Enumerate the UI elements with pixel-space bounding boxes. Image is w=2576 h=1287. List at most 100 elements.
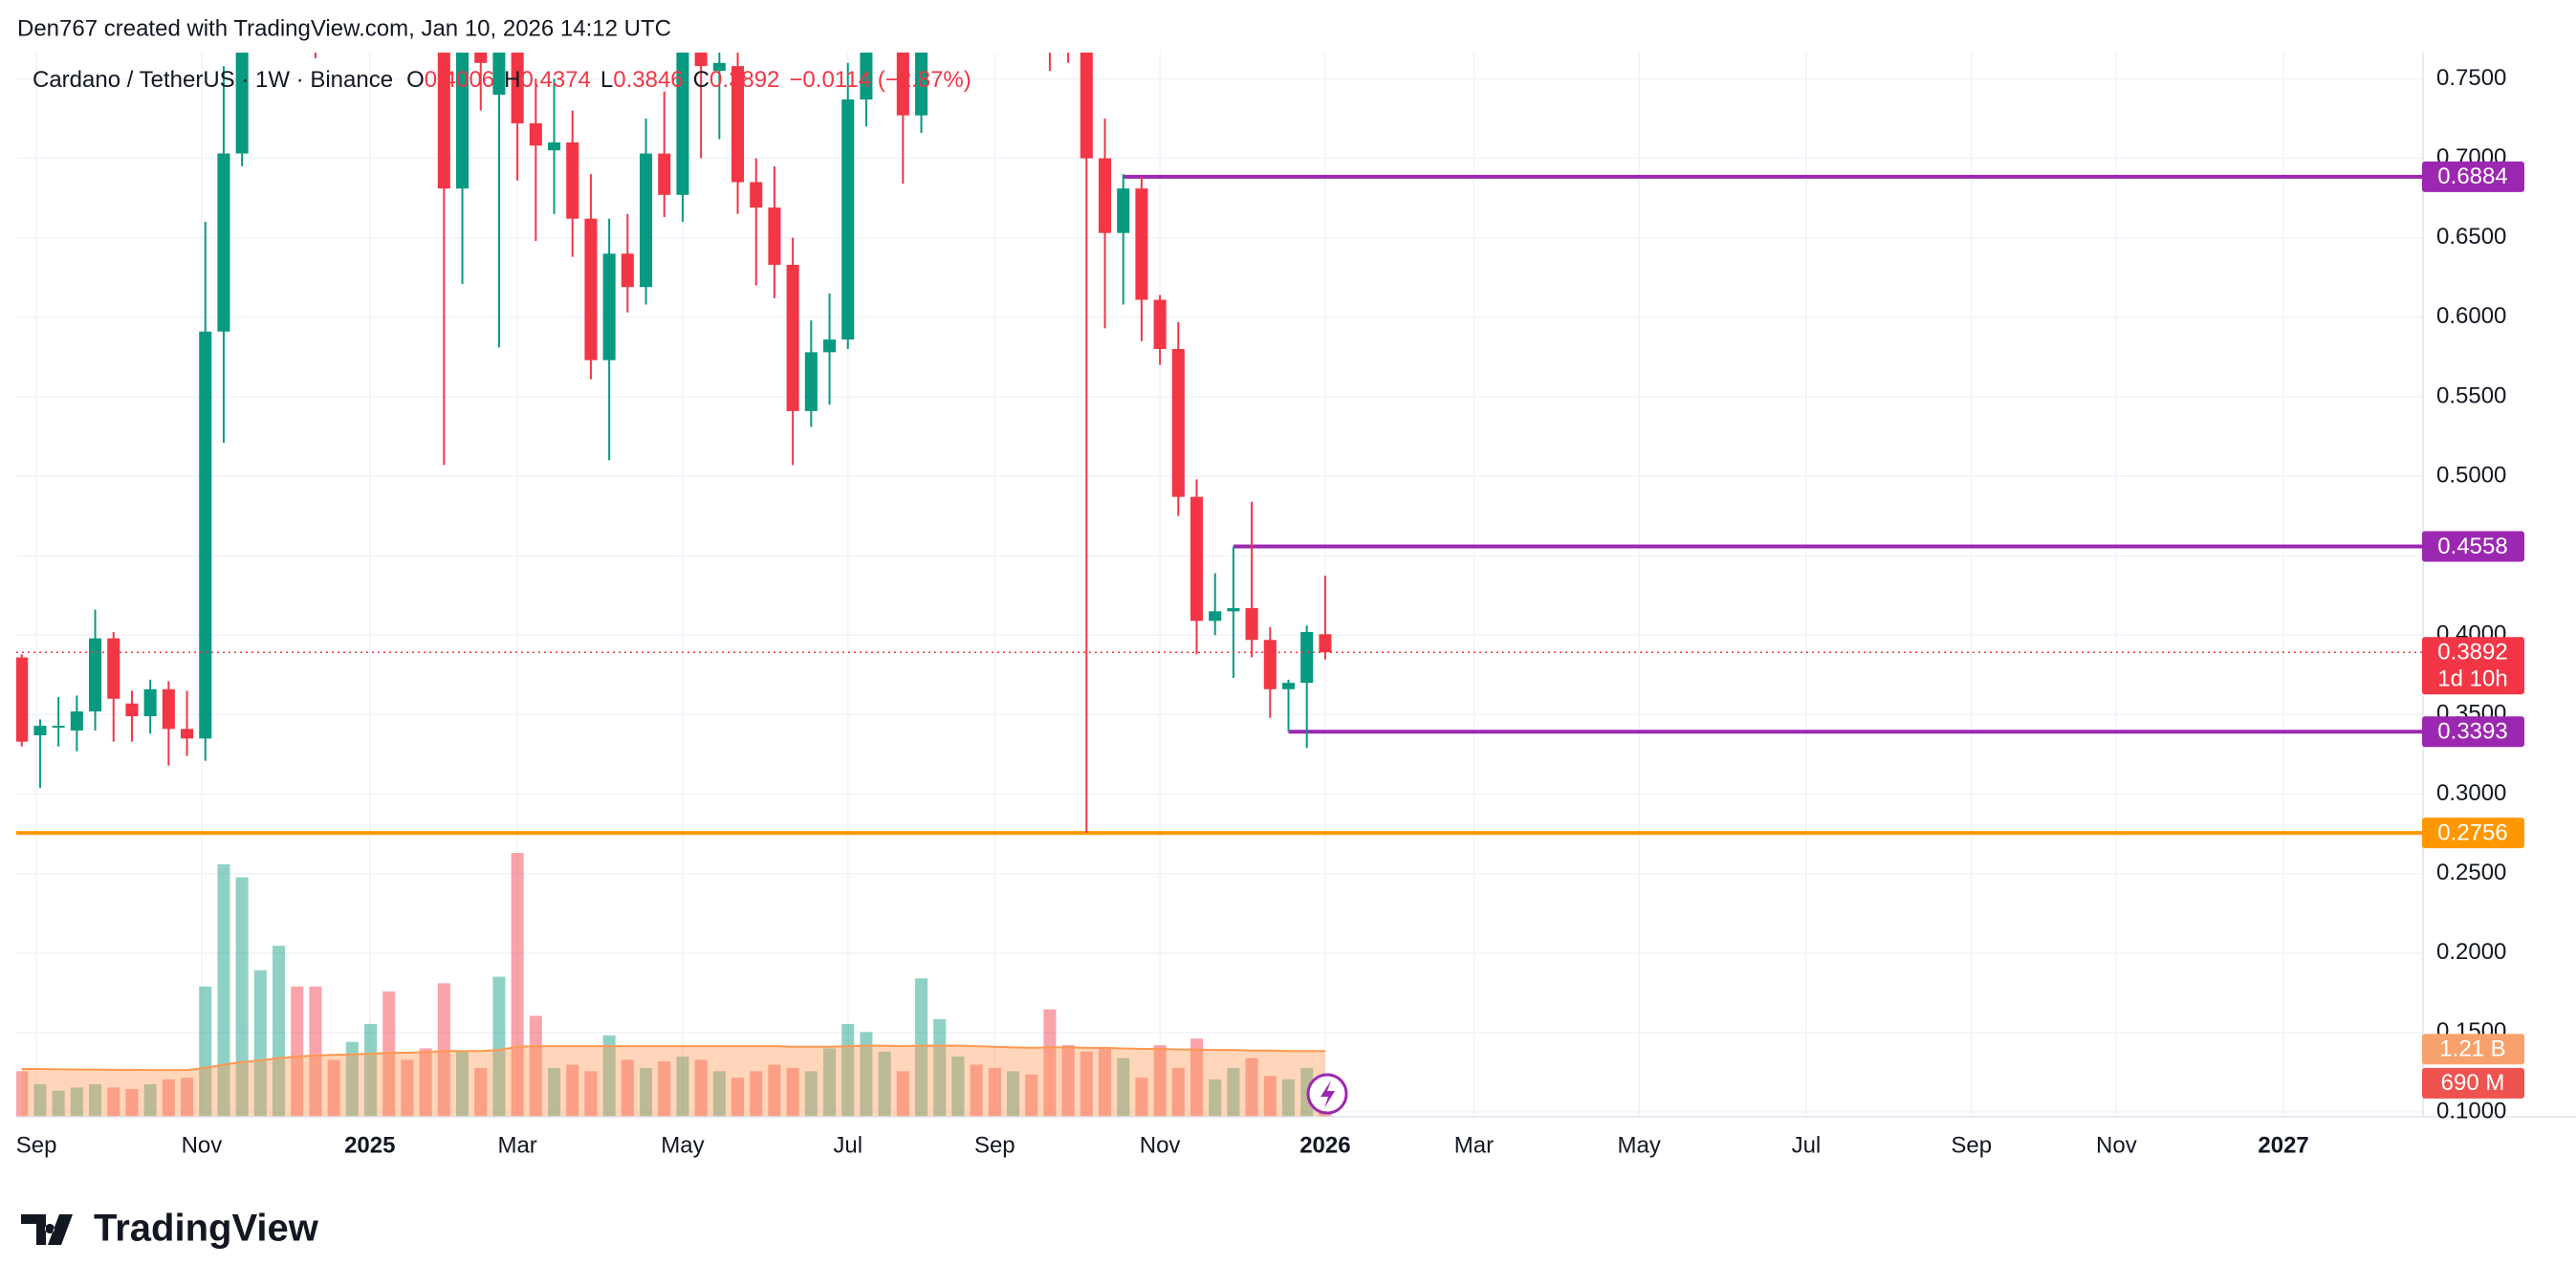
x-tick-label: 2026 [1299,1132,1350,1158]
candle-body [107,638,120,699]
candle-body [896,53,909,116]
volume-bar [1153,1045,1167,1117]
candle-body [199,331,212,739]
volume-bar [914,978,928,1117]
volume-bar [1061,1045,1075,1117]
volume-tag-bg [2422,1067,2524,1099]
candle-body [1117,188,1130,233]
ohlc-value: 0.3846 [613,67,683,93]
x-tick-label: Nov [182,1132,223,1158]
candle-body [804,352,818,411]
volume-bar [951,1056,965,1117]
volume-bar [602,1035,616,1117]
volume-ma-tag: 1.21 B [2439,1036,2505,1062]
volume-bar [970,1064,983,1117]
x-tick-label: Sep [974,1132,1015,1158]
volume-bar [1006,1071,1020,1117]
volume-bar [822,1048,837,1117]
ohlc-value: 0.4374 [520,67,590,93]
x-tick-label: 2025 [344,1132,395,1158]
logo-text: TradingView [94,1208,319,1250]
candle-body [33,726,47,736]
candle-body [162,688,175,730]
volume-bar [1043,1009,1057,1117]
volume-bar [1098,1048,1112,1117]
volume-bar [437,983,450,1117]
candle-body [1209,611,1222,622]
candle-body [52,726,65,729]
candle-body [566,142,579,219]
volume-bar [401,1059,414,1117]
y-tick-label: 0.6000 [2436,303,2506,329]
volume-bar [253,970,267,1117]
volume-bar [731,1078,745,1117]
volume-bar [345,1041,359,1117]
candle-body [492,53,506,96]
y-tick-label: 0.5500 [2436,382,2506,408]
volume-bar [548,1067,561,1117]
ohlc-name: L [600,67,613,93]
candle-body [16,657,29,742]
candle-body [1135,188,1148,300]
lightning-icon [1306,1073,1348,1115]
x-tick-label: Sep [1951,1132,1992,1158]
candle-body [125,703,139,717]
volume-bar [107,1087,120,1117]
candle-body [602,253,616,360]
axes: 0.10000.15000.20000.25000.30000.35000.40… [16,53,2576,1158]
candle-body [658,153,671,195]
volume-tag: 690 M [2441,1070,2505,1096]
volume-ma-area [21,1045,1325,1117]
candle-body [1190,496,1204,622]
volume-bar [235,877,249,1117]
volume-bar [529,1015,542,1117]
x-tick-label: Mar [497,1132,536,1158]
x-tick-label: May [661,1132,704,1158]
price-pane [16,0,2423,836]
candle-body [621,253,634,288]
volume-bar [181,1078,194,1117]
candle-body [914,53,928,116]
candle-body [437,53,450,189]
candle-body [70,711,83,731]
volume-bar [878,1051,891,1117]
candle-body [511,53,524,123]
volume-bar [33,1083,47,1117]
x-tick-label: Jul [833,1132,862,1158]
volume-bar [1245,1058,1258,1117]
volume-bar [786,1067,799,1117]
logo-mark [21,1214,73,1245]
volume-bar [584,1071,598,1117]
candle-body [548,142,561,151]
x-tick-label: Mar [1454,1132,1494,1158]
candle-body [1062,0,1075,15]
volume-bar [768,1064,781,1117]
volume-bar [1263,1076,1277,1117]
level-tag: 0.6884 [2437,164,2507,189]
volume-bar [988,1067,1001,1117]
level-tag: 0.4558 [2437,534,2507,559]
x-tick-label: May [1618,1132,1661,1158]
volume-bar [640,1067,653,1117]
volume-bar [143,1083,157,1117]
candle-body [860,53,873,100]
ohlc-name: H [504,67,520,93]
candle-body [822,339,837,353]
volume-bar [712,1071,726,1117]
icon-bolt [1321,1080,1335,1108]
volume-bar [291,986,304,1117]
volume-bar [1281,1079,1296,1117]
volume-bar [750,1071,763,1117]
candle-body [1098,158,1112,233]
candle-body [731,66,745,183]
candle-body [143,688,157,717]
volume-bar [1227,1067,1240,1117]
x-tick-label: 2027 [2258,1132,2308,1158]
y-tick-label: 0.7500 [2436,65,2506,91]
grid [16,53,2423,1117]
volume-bar [511,853,524,1117]
volume-bar [1209,1079,1222,1117]
volume-bar [694,1059,708,1117]
